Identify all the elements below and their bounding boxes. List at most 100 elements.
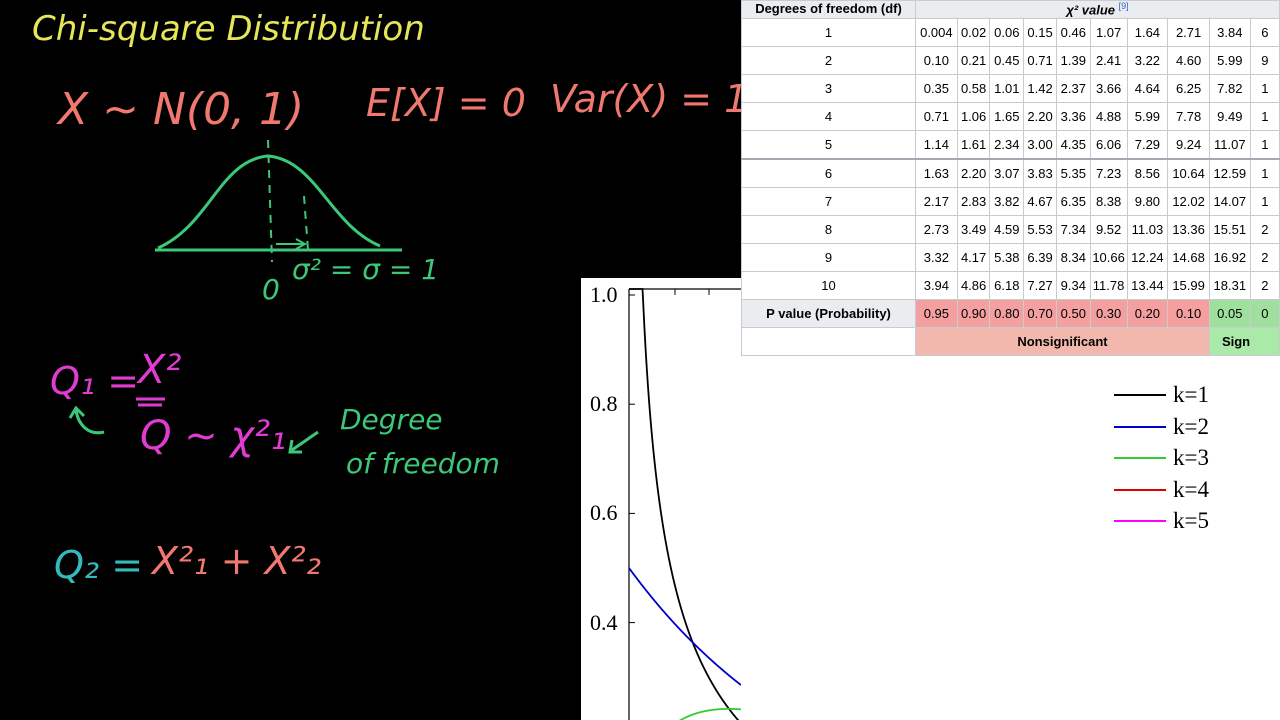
chi-value-cell: 8.56 [1126, 158, 1169, 188]
chi-value-cell: 0.58 [956, 74, 991, 103]
chi-value-cell: 0.06 [989, 18, 1025, 47]
legend-entry: k=5 [1114, 508, 1209, 534]
chi-value-cell: 8.34 [1055, 243, 1091, 272]
nonsignificant-band: Nonsignificant [915, 327, 1210, 356]
table-row: 7 2.17 2.83 3.82 4.67 6.35 8.38 9.80 12.02 14.07 1 [741, 187, 1280, 216]
y-tick-label: 0.6 [590, 500, 618, 526]
handwritten-drawings [68, 139, 402, 454]
chi-value-cell: 2.34 [989, 130, 1025, 160]
q1-rhs: X² [138, 347, 182, 393]
legend-swatch [1114, 394, 1166, 396]
chi-value-cell: 1.14 [915, 130, 958, 160]
chi-value-cell: 9.80 [1126, 187, 1169, 216]
notes-title: Chi-square Distribution [32, 9, 425, 49]
chi-value-cell: 3.22 [1126, 46, 1169, 75]
chi-value-cell: 11.03 [1126, 215, 1169, 244]
chi-value-cell: 0.15 [1023, 18, 1057, 47]
legend-swatch [1114, 457, 1166, 459]
pvalue-row: P value (Probability) 0.95 0.90 0.80 0.70 0.5… [741, 299, 1280, 328]
legend-label: k=4 [1173, 476, 1209, 502]
citation-link[interactable]: [9] [1118, 1, 1129, 12]
header-chi-value: χ² value [9] [915, 0, 1280, 19]
chi-value-cell: 4.64 [1126, 74, 1169, 103]
y-tick-label: 0.8 [590, 391, 618, 417]
pvalue-cell: 0.05 [1208, 299, 1251, 328]
df-cell: 2 [741, 46, 917, 75]
df-cell: 8 [741, 215, 917, 244]
chi-value-cell: 1.42 [1023, 74, 1057, 103]
chi-value-cell: 9.49 [1208, 102, 1251, 131]
chi-value-cell: 1.64 [1126, 18, 1169, 47]
chi-value-cell: 12.02 [1167, 187, 1210, 216]
df-cell: 1 [741, 18, 917, 47]
pvalue-cell: 0.10 [1167, 299, 1210, 328]
chi-value-cell: 12.59 [1208, 158, 1251, 188]
significance-row: Nonsignificant Sign [741, 327, 1280, 356]
table-header-row: Degrees of freedom (df) χ² value [9] [741, 0, 1280, 19]
table-row: 8 2.73 3.49 4.59 5.53 7.34 9.52 11.03 13.36 15.51… [741, 215, 1280, 244]
pvalue-cell: 0.30 [1089, 299, 1128, 328]
chi-value-cell: 5.38 [989, 243, 1025, 272]
significance-empty-cell [741, 327, 917, 356]
chi-value-cell: 7.29 [1126, 130, 1169, 160]
table-row: 4 0.71 1.06 1.65 2.20 3.36 4.88 5.99 7.78 9.49 1 [741, 102, 1280, 131]
table-row: 6 1.63 2.20 3.07 3.83 5.35 7.23 8.56 10.64 12.59 1 [741, 158, 1280, 188]
chi-value-cell: 1 [1249, 130, 1280, 160]
chi-value-cell: 4.67 [1023, 187, 1057, 216]
df-cell: 10 [741, 271, 917, 300]
legend-label: k=5 [1173, 508, 1209, 533]
chi-value-cell: 2.83 [956, 187, 991, 216]
chi-value-cell: 11.78 [1089, 271, 1128, 300]
chi-value-cell: 4.60 [1167, 46, 1210, 75]
chi-value-cell: 6.06 [1089, 130, 1128, 160]
significant-band: Sign [1208, 327, 1280, 356]
chi-value-cell: 1.06 [956, 102, 991, 131]
q1-lhs: Q₁ = [50, 359, 140, 403]
df-cell: 3 [741, 74, 917, 103]
pvalue-cell: 0.90 [956, 299, 991, 328]
q2-rhs: X²₁ + X²₂ [152, 539, 321, 583]
chi-value-cell: 3.36 [1055, 102, 1091, 131]
chi-value-cell: 1.07 [1089, 18, 1128, 47]
table-row: 1 0.004 0.02 0.06 0.15 0.46 1.07 1.64 2.71 3.84 6 [741, 18, 1280, 47]
chi-value-cell: 10.64 [1167, 158, 1210, 188]
sigma-label: σ² = σ = 1 [292, 253, 440, 286]
chi-value-cell: 2.41 [1089, 46, 1128, 75]
series-line-k2 [628, 567, 741, 686]
variance-formula: Var(X) = 1 [550, 77, 749, 121]
chi-value-cell: 1 [1249, 74, 1280, 103]
chi-value-cell: 5.35 [1055, 158, 1091, 188]
legend-swatch [1114, 488, 1166, 491]
chi-value-cell: 5.99 [1208, 46, 1251, 75]
chi-value-cell: 2.37 [1055, 74, 1091, 103]
pvalue-cell: 0.70 [1023, 299, 1057, 328]
chi-value-cell: 13.36 [1167, 215, 1210, 244]
normal-curve-sketch [157, 154, 381, 250]
chi-value-cell: 2.20 [1023, 102, 1057, 131]
chi-value-cell: 0.10 [915, 46, 958, 75]
zero-label: 0 [262, 273, 280, 306]
chi-value-cell: 2 [1249, 271, 1280, 300]
chi-square-density-chart: 1.0 0.8 0.6 0.4 [581, 278, 741, 720]
chi-value-cell: 2.17 [915, 187, 958, 216]
df-cell: 7 [741, 187, 917, 216]
header-df: Degrees of freedom (df) [741, 0, 917, 19]
pvalue-cell: 0.80 [989, 299, 1025, 328]
chi-value-cell: 4.35 [1055, 130, 1091, 160]
table-row: 9 3.32 4.17 5.38 6.39 8.34 10.66 12.24 14.68 16.9… [741, 243, 1280, 272]
chi-value-cell: 1.39 [1055, 46, 1091, 75]
series-line-k3 [679, 707, 741, 720]
legend-entry: k=1 [1114, 382, 1209, 408]
chi-value-cell: 7.78 [1167, 102, 1210, 131]
density-plot [628, 288, 741, 720]
table-row: 3 0.35 0.58 1.01 1.42 2.37 3.66 4.64 6.25 7.82 1 [741, 74, 1280, 103]
pvalue-cell: 0.50 [1055, 299, 1091, 328]
df-cell: 6 [741, 158, 917, 188]
pvalue-cell: 0 [1249, 299, 1280, 328]
chi-value-cell: 3.49 [956, 215, 991, 244]
chi-value-cell: 15.51 [1208, 215, 1251, 244]
chi-value-cell: 7.27 [1023, 271, 1057, 300]
q-distribution: Q ~ χ²₁ [140, 413, 287, 459]
chi-value-cell: 9.52 [1089, 215, 1128, 244]
chi-value-cell: 14.07 [1208, 187, 1251, 216]
